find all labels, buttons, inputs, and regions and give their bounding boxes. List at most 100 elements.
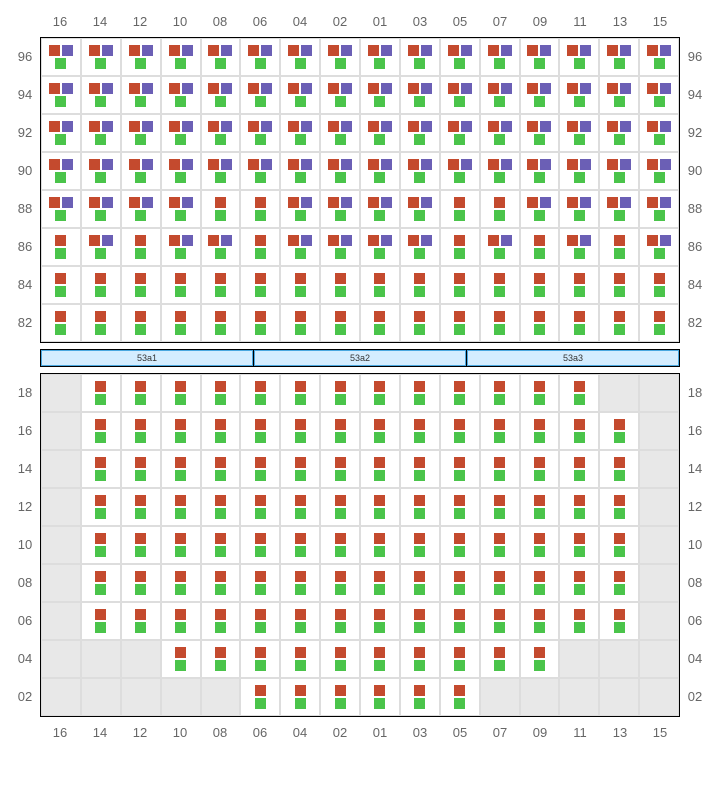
seat-cell[interactable] xyxy=(81,450,121,488)
seat-cell[interactable] xyxy=(320,114,360,152)
seat-cell[interactable] xyxy=(240,152,280,190)
seat-cell[interactable] xyxy=(520,412,560,450)
seat-cell[interactable] xyxy=(320,374,360,412)
seat-cell[interactable] xyxy=(440,76,480,114)
seat-cell[interactable] xyxy=(280,450,320,488)
seat-cell[interactable] xyxy=(121,76,161,114)
seat-cell[interactable] xyxy=(201,152,241,190)
seat-cell[interactable] xyxy=(161,564,201,602)
seat-cell[interactable] xyxy=(520,152,560,190)
seat-cell[interactable] xyxy=(121,488,161,526)
seat-cell[interactable] xyxy=(639,38,679,76)
seat-cell[interactable] xyxy=(400,678,440,716)
seat-cell[interactable] xyxy=(559,228,599,266)
seat-cell[interactable] xyxy=(520,526,560,564)
seat-cell[interactable] xyxy=(599,114,639,152)
seat-cell[interactable] xyxy=(520,374,560,412)
seat-cell[interactable] xyxy=(559,488,599,526)
seat-cell[interactable] xyxy=(360,374,400,412)
seat-cell[interactable] xyxy=(559,152,599,190)
seat-cell[interactable] xyxy=(240,228,280,266)
seat-cell[interactable] xyxy=(41,266,81,304)
seat-cell[interactable] xyxy=(440,412,480,450)
seat-cell[interactable] xyxy=(81,114,121,152)
seat-cell[interactable] xyxy=(480,76,520,114)
seat-cell[interactable] xyxy=(280,228,320,266)
seat-cell[interactable] xyxy=(240,76,280,114)
seat-cell[interactable] xyxy=(81,488,121,526)
seat-cell[interactable] xyxy=(400,114,440,152)
seat-cell[interactable] xyxy=(360,450,400,488)
seat-cell[interactable] xyxy=(599,564,639,602)
seat-cell[interactable] xyxy=(240,190,280,228)
seat-cell[interactable] xyxy=(559,374,599,412)
seat-cell[interactable] xyxy=(440,228,480,266)
seat-cell[interactable] xyxy=(559,38,599,76)
seat-cell[interactable] xyxy=(161,412,201,450)
seat-cell[interactable] xyxy=(400,152,440,190)
seat-cell[interactable] xyxy=(639,114,679,152)
seat-cell[interactable] xyxy=(201,190,241,228)
seat-cell[interactable] xyxy=(161,114,201,152)
seat-cell[interactable] xyxy=(161,190,201,228)
seat-cell[interactable] xyxy=(559,76,599,114)
seat-cell[interactable] xyxy=(240,266,280,304)
seat-cell[interactable] xyxy=(41,190,81,228)
seat-cell[interactable] xyxy=(440,488,480,526)
seat-cell[interactable] xyxy=(240,564,280,602)
seat-cell[interactable] xyxy=(360,602,400,640)
seat-cell[interactable] xyxy=(121,526,161,564)
seat-cell[interactable] xyxy=(440,602,480,640)
seat-cell[interactable] xyxy=(240,114,280,152)
seat-cell[interactable] xyxy=(320,190,360,228)
seat-cell[interactable] xyxy=(480,190,520,228)
seat-cell[interactable] xyxy=(559,526,599,564)
seat-cell[interactable] xyxy=(360,564,400,602)
seat-cell[interactable] xyxy=(121,114,161,152)
seat-cell[interactable] xyxy=(599,38,639,76)
seat-cell[interactable] xyxy=(201,266,241,304)
seat-cell[interactable] xyxy=(440,304,480,342)
seat-cell[interactable] xyxy=(121,228,161,266)
seat-cell[interactable] xyxy=(41,152,81,190)
seat-cell[interactable] xyxy=(440,266,480,304)
seat-cell[interactable] xyxy=(320,76,360,114)
seat-cell[interactable] xyxy=(81,526,121,564)
seat-cell[interactable] xyxy=(280,304,320,342)
seat-cell[interactable] xyxy=(280,640,320,678)
seat-cell[interactable] xyxy=(280,266,320,304)
seat-cell[interactable] xyxy=(280,412,320,450)
seat-cell[interactable] xyxy=(440,114,480,152)
seat-cell[interactable] xyxy=(559,266,599,304)
seat-cell[interactable] xyxy=(360,190,400,228)
seat-cell[interactable] xyxy=(240,374,280,412)
seat-cell[interactable] xyxy=(400,450,440,488)
seat-cell[interactable] xyxy=(360,114,400,152)
seat-cell[interactable] xyxy=(81,602,121,640)
seat-cell[interactable] xyxy=(240,450,280,488)
seat-cell[interactable] xyxy=(161,266,201,304)
seat-cell[interactable] xyxy=(280,114,320,152)
seat-cell[interactable] xyxy=(201,76,241,114)
seat-cell[interactable] xyxy=(201,450,241,488)
seat-cell[interactable] xyxy=(480,640,520,678)
seat-cell[interactable] xyxy=(240,678,280,716)
seat-cell[interactable] xyxy=(41,76,81,114)
seat-cell[interactable] xyxy=(280,76,320,114)
seat-cell[interactable] xyxy=(81,564,121,602)
seat-cell[interactable] xyxy=(161,38,201,76)
seat-cell[interactable] xyxy=(320,488,360,526)
seat-cell[interactable] xyxy=(121,412,161,450)
seat-cell[interactable] xyxy=(400,602,440,640)
seat-cell[interactable] xyxy=(201,488,241,526)
seat-cell[interactable] xyxy=(201,304,241,342)
seat-cell[interactable] xyxy=(520,450,560,488)
seat-cell[interactable] xyxy=(400,526,440,564)
seat-cell[interactable] xyxy=(520,304,560,342)
seat-cell[interactable] xyxy=(280,602,320,640)
seat-cell[interactable] xyxy=(520,228,560,266)
seat-cell[interactable] xyxy=(400,564,440,602)
seat-cell[interactable] xyxy=(360,304,400,342)
seat-cell[interactable] xyxy=(639,304,679,342)
seat-cell[interactable] xyxy=(81,190,121,228)
